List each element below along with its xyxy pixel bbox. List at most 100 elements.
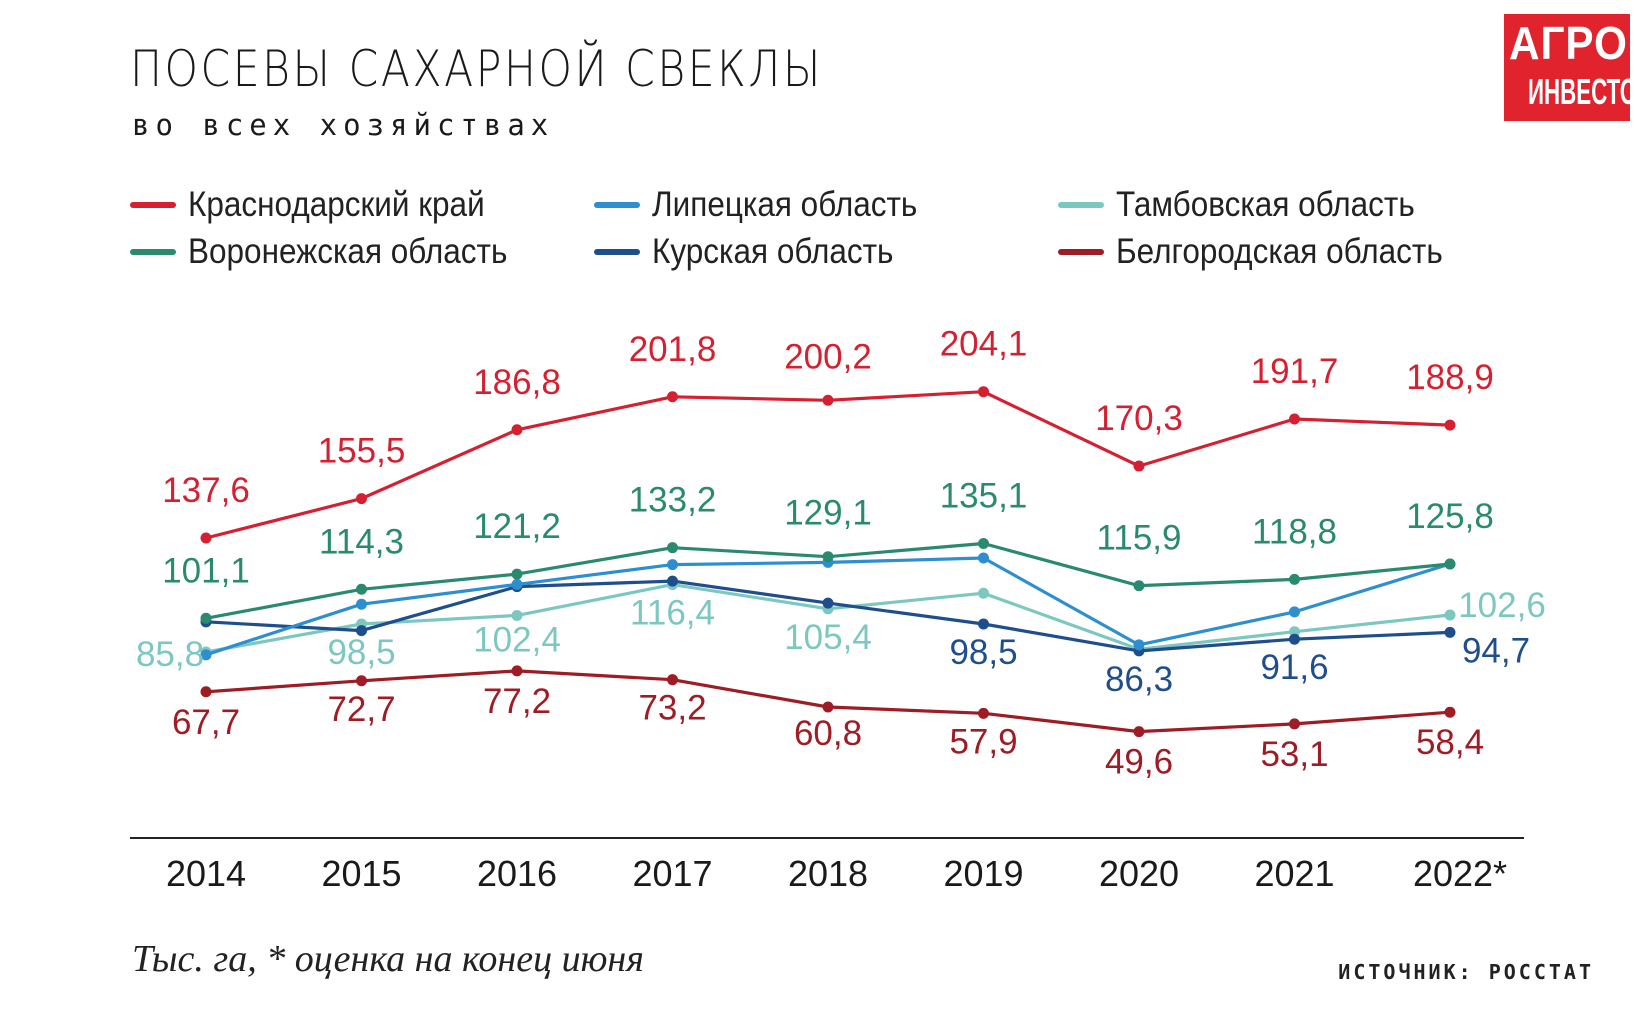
data-point <box>822 394 834 406</box>
data-label: 121,2 <box>473 507 561 546</box>
data-point <box>1444 419 1456 431</box>
data-label: 201,8 <box>629 330 717 369</box>
data-point <box>511 609 523 621</box>
data-point <box>356 583 367 595</box>
x-tick-label: 2014 <box>166 853 246 894</box>
data-label: 114,3 <box>319 522 404 561</box>
data-point <box>1289 573 1300 585</box>
data-label: 98,5 <box>327 633 395 672</box>
data-point <box>1289 633 1300 645</box>
data-label: 129,1 <box>784 494 872 533</box>
data-point <box>200 532 212 544</box>
data-point <box>667 674 678 686</box>
legend-swatch <box>130 249 176 255</box>
x-tick-label: 2015 <box>321 853 401 894</box>
data-point <box>978 618 989 630</box>
legend-label: Краснодарский край <box>188 185 485 224</box>
legend-label: Курская область <box>652 232 894 271</box>
x-tick-label: 2017 <box>632 853 712 894</box>
data-label: 67,7 <box>172 703 240 742</box>
data-label: 53,1 <box>1260 735 1328 774</box>
x-tick-label: 2021 <box>1254 853 1334 894</box>
legend-item: Курская область <box>594 232 920 272</box>
data-point <box>1133 580 1145 592</box>
data-point <box>1133 639 1145 651</box>
x-tick-label: 2016 <box>477 853 557 894</box>
data-label: 155,5 <box>318 432 406 471</box>
x-tick-label: 2022* <box>1413 853 1507 894</box>
data-label: 98,5 <box>949 633 1017 672</box>
legend-swatch <box>594 202 640 208</box>
data-point <box>667 542 678 554</box>
data-label: 170,3 <box>1095 399 1183 438</box>
data-point <box>822 551 834 563</box>
legend-item: Липецкая область <box>594 185 947 225</box>
legend-swatch <box>1058 202 1104 208</box>
units-footnote: Тыс. га, * оценка на конец июня <box>132 938 644 980</box>
data-point <box>200 686 212 698</box>
data-label: 115,9 <box>1097 519 1182 558</box>
data-label: 135,1 <box>940 477 1028 516</box>
data-point <box>1444 626 1456 638</box>
data-label: 102,6 <box>1458 586 1546 625</box>
data-label: 73,2 <box>638 689 706 728</box>
data-point <box>511 665 523 677</box>
data-point <box>356 598 367 610</box>
x-tick-label: 2019 <box>943 853 1023 894</box>
data-point <box>978 552 989 564</box>
legend-swatch <box>130 202 176 208</box>
data-label: 77,2 <box>483 682 551 721</box>
data-label: 91,6 <box>1260 648 1328 687</box>
legend-label: Воронежская область <box>188 232 508 271</box>
legend-item: Воронежская область <box>130 232 543 272</box>
data-label: 58,4 <box>1416 723 1484 762</box>
data-point <box>1289 413 1300 425</box>
data-label: 86,3 <box>1105 660 1173 699</box>
data-label: 125,8 <box>1406 497 1494 536</box>
data-label: 188,9 <box>1406 358 1494 397</box>
data-label: 85,8 <box>136 635 204 674</box>
data-point <box>356 493 367 505</box>
x-tick-label: 2018 <box>788 853 868 894</box>
data-label: 101,1 <box>162 551 250 590</box>
data-label: 49,6 <box>1105 743 1173 782</box>
legend-label: Белгородская область <box>1116 232 1443 271</box>
data-point <box>667 575 678 587</box>
data-point <box>511 568 523 580</box>
data-label: 72,7 <box>327 690 395 729</box>
data-point <box>978 386 989 398</box>
data-point <box>356 625 367 637</box>
data-point <box>511 578 523 590</box>
data-point <box>978 707 989 719</box>
data-label: 118,8 <box>1252 512 1337 551</box>
legend-swatch <box>594 249 640 255</box>
data-point <box>1289 718 1300 730</box>
legend-label: Липецкая область <box>652 185 918 224</box>
data-label: 204,1 <box>940 325 1028 364</box>
data-label: 191,7 <box>1251 352 1339 391</box>
data-point <box>978 587 989 599</box>
brand-logo: АГРО ИНВЕСТОР <box>1504 14 1634 121</box>
data-point <box>200 649 212 661</box>
data-label: 94,7 <box>1462 631 1530 670</box>
legend-item: Краснодарский край <box>130 185 518 225</box>
legend-swatch <box>1058 249 1104 255</box>
data-point <box>978 538 989 549</box>
data-label: 200,2 <box>784 337 872 376</box>
logo-line-1: АГРО <box>1509 17 1628 69</box>
data-point <box>1133 726 1145 738</box>
data-point <box>822 597 834 609</box>
data-point <box>1289 606 1300 618</box>
data-point <box>1444 558 1456 570</box>
x-tick-label: 2020 <box>1099 853 1179 894</box>
legend-item: Тамбовская область <box>1058 185 1448 225</box>
data-point <box>511 424 523 436</box>
data-label: 116,4 <box>630 594 715 633</box>
chart-legend: Краснодарский край Липецкая область Тамбов… <box>0 185 1634 295</box>
chart-subtitle: во всех хозяйствах <box>132 108 555 142</box>
data-point <box>1444 706 1456 718</box>
data-label: 137,6 <box>162 471 250 510</box>
legend-item: Белгородская область <box>1058 232 1479 272</box>
data-label: 186,8 <box>473 363 561 402</box>
